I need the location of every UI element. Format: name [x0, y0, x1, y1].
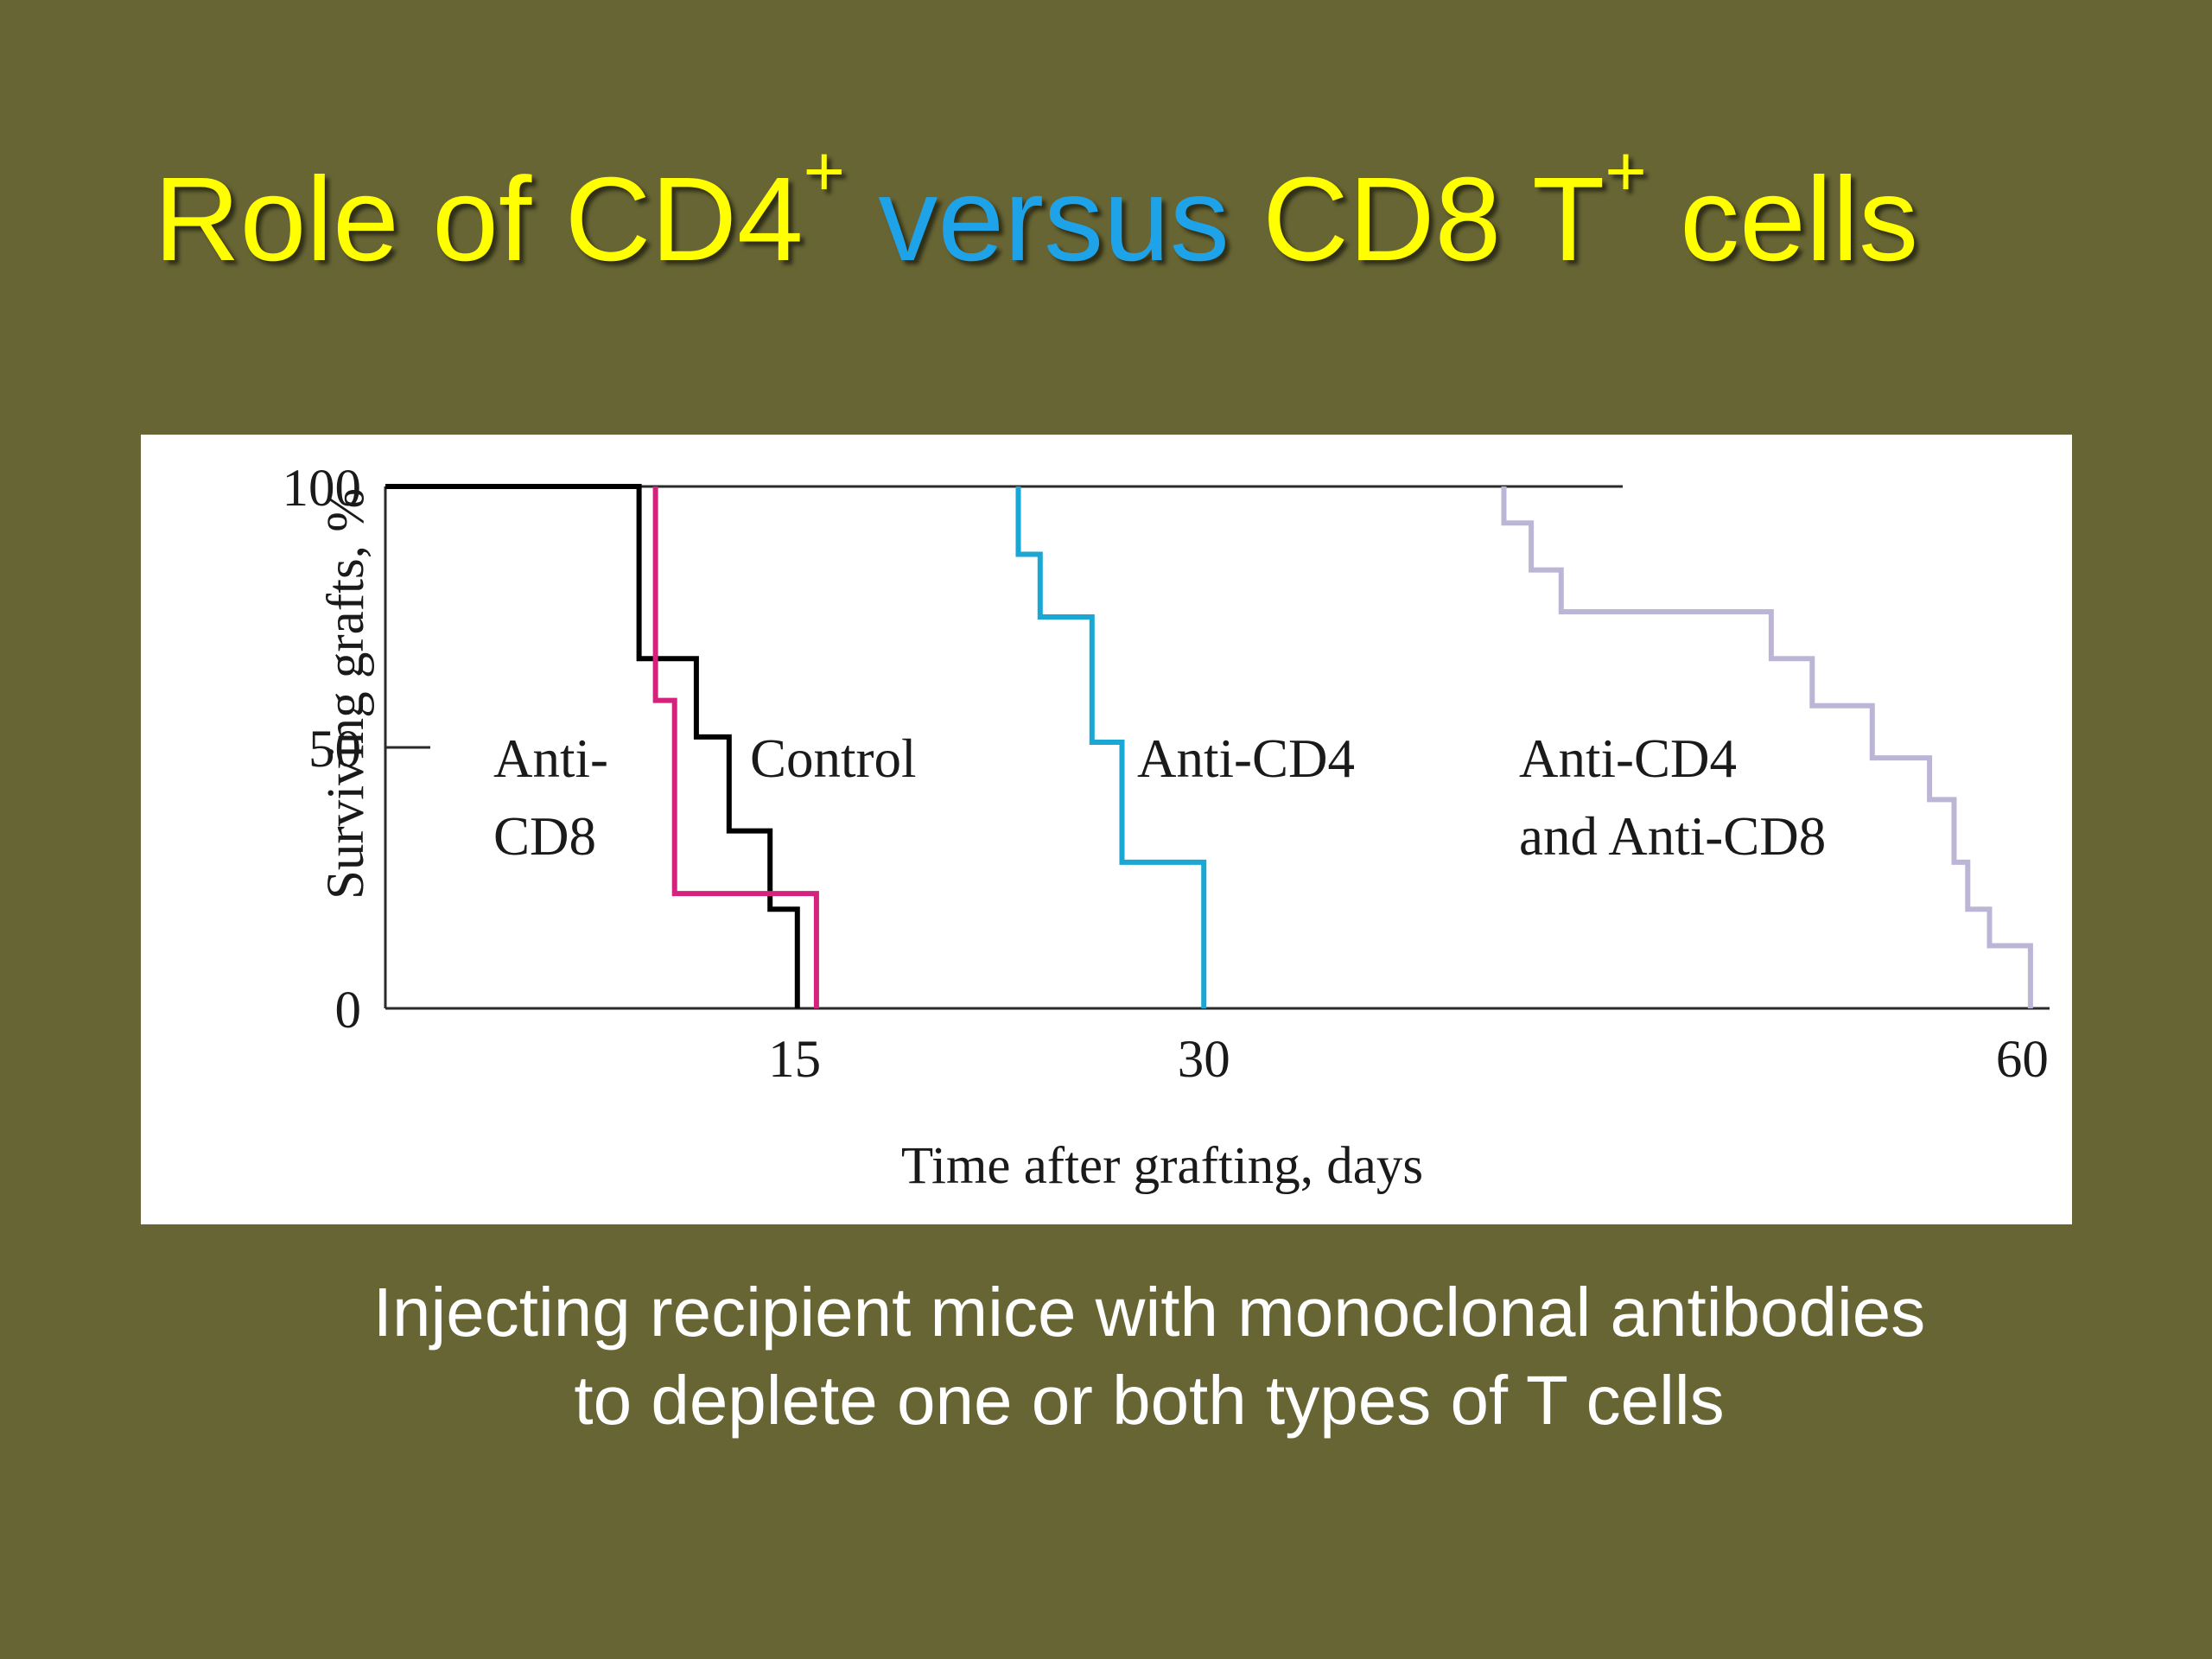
- series-line-anti-cd4-and-anti-cd8: [1501, 486, 2033, 1008]
- x-axis-label: Time after grafting, days: [901, 1137, 1423, 1195]
- title-superscript-plus: +: [803, 130, 846, 212]
- x-tick-label: 30: [1178, 1031, 1230, 1089]
- x-tick-label: 60: [1996, 1031, 2049, 1089]
- label-control: Control: [750, 728, 917, 789]
- slide-caption: Injecting recipient mice with monoclonal…: [0, 1268, 2212, 1445]
- title-part-cells: cells: [1680, 153, 1919, 286]
- axes: 0 50 100 15 30 60: [283, 460, 2050, 1089]
- survival-chart: 0 50 100 15 30 60 Surviving grafts, % Time af…: [283, 460, 2050, 1195]
- label-anti-cd8: Anti-: [493, 728, 608, 789]
- title-part-cd4: Role of CD4: [154, 153, 804, 286]
- slide-title: Role of CD4+ versus CD8 T+ cells: [154, 136, 1918, 279]
- y-tick-label: 50: [308, 721, 361, 779]
- title-part-cd8: CD8 T: [1262, 153, 1605, 286]
- chart-figure: 0 50 100 15 30 60 Surviving grafts, % Time af…: [141, 435, 2072, 1224]
- series-line-anti-cd4: [1015, 486, 1207, 1008]
- chart-labels: Surviving grafts, % Time after grafting,…: [317, 488, 1826, 1195]
- caption-line: to deplete one or both types of T cells: [574, 1362, 1725, 1439]
- label-anti-cd8: CD8: [493, 806, 596, 867]
- label-anti-cd4: Anti-CD4: [1137, 728, 1355, 789]
- y-tick-label: 0: [335, 982, 362, 1039]
- x-tick-label: 15: [768, 1031, 821, 1089]
- series-line-control: [385, 484, 800, 1008]
- y-axis-label: Surviving grafts, %: [317, 488, 375, 899]
- series-lines: [385, 484, 2033, 1008]
- title-superscript-plus: +: [1605, 130, 1647, 212]
- title-versus: versus: [878, 153, 1230, 286]
- series-line-anti-cd8: [652, 486, 819, 1008]
- label-anti-cd4-and-anti-cd8: and Anti-CD8: [1519, 806, 1826, 867]
- label-anti-cd4-and-anti-cd8: Anti-CD4: [1519, 728, 1737, 789]
- caption-line: Injecting recipient mice with monoclonal…: [372, 1274, 1926, 1351]
- y-tick-label: 100: [283, 460, 362, 518]
